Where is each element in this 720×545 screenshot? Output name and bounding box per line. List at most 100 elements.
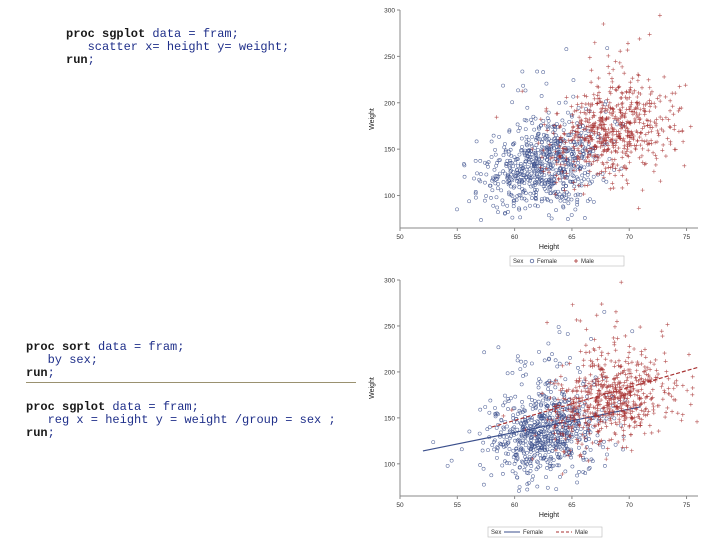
data-point: [498, 171, 502, 176]
data-point: [629, 360, 634, 365]
data-point: [571, 168, 576, 173]
data-point: [610, 125, 615, 130]
data-point: [592, 383, 597, 387]
data-point: [567, 361, 572, 366]
data-point: [600, 100, 605, 105]
data-point: [505, 180, 510, 184]
data-point: [511, 164, 516, 169]
data-point: [516, 437, 521, 442]
code-line: run;: [66, 54, 289, 67]
data-point: [590, 122, 595, 127]
data-point: [523, 463, 528, 468]
data-point: [603, 141, 608, 146]
data-point: [650, 395, 655, 400]
data-point: [554, 192, 558, 196]
data-point: [566, 407, 571, 412]
data-point: [646, 148, 651, 153]
data-point: [501, 83, 505, 88]
data-point: [665, 322, 670, 327]
data-point: [648, 123, 653, 128]
data-point: [603, 420, 608, 425]
data-point: [558, 166, 563, 171]
data-point: [578, 125, 583, 129]
data-point: [589, 457, 594, 462]
data-point: [606, 127, 611, 132]
data-point: [547, 185, 552, 190]
data-point: [544, 475, 548, 480]
data-point: [566, 162, 571, 167]
data-point: [528, 431, 532, 436]
data-point: [627, 371, 632, 376]
data-point: [493, 414, 498, 419]
data-point: [540, 391, 545, 396]
data-point: [506, 173, 510, 177]
data-point: [582, 171, 587, 175]
legend: Sex Female Male: [487, 526, 603, 538]
data-point: [540, 412, 544, 417]
data-point: [579, 118, 584, 123]
data-point: [619, 90, 624, 95]
data-point: [580, 442, 585, 447]
data-point: [597, 439, 602, 444]
data-point: [523, 175, 528, 180]
data-point: [665, 136, 670, 141]
data-point: [621, 428, 626, 433]
data-point: [647, 32, 652, 37]
data-point: [517, 488, 521, 493]
data-point: [555, 411, 560, 416]
data-point: [623, 111, 628, 116]
data-point: [628, 88, 633, 93]
data-point: [541, 169, 546, 174]
data-point: [557, 442, 562, 447]
data-point: [626, 154, 631, 159]
data-point: [616, 372, 621, 377]
female-fit-line: [422, 406, 641, 452]
data-point: [511, 142, 516, 147]
data-point: [675, 411, 680, 416]
data-point: [606, 396, 611, 401]
data-point: [515, 354, 520, 359]
data-point: [568, 396, 573, 401]
data-point: [516, 163, 520, 168]
data-point: [554, 208, 558, 212]
data-point: [591, 405, 596, 410]
data-point: [583, 343, 588, 348]
data-point: [563, 421, 568, 426]
data-point: [637, 416, 642, 421]
code-block-sort: proc sort data = fram; by sex; run;: [26, 341, 184, 380]
data-point: [584, 446, 589, 451]
data-point: [529, 117, 533, 122]
data-point: [506, 407, 510, 411]
data-point: [599, 372, 604, 377]
data-point: [571, 174, 576, 179]
data-point: [629, 150, 634, 155]
data-point: [478, 172, 483, 177]
data-point: [505, 397, 510, 401]
data-point: [575, 121, 580, 126]
data-point: [543, 439, 548, 444]
data-point: [560, 439, 565, 444]
data-point: [581, 192, 586, 197]
data-point: [588, 363, 593, 368]
data-point: [587, 108, 592, 113]
data-point: [597, 132, 602, 137]
data-point: [622, 114, 627, 119]
data-point: [499, 442, 503, 447]
data-point: [524, 118, 529, 123]
data-point: [526, 481, 531, 485]
data-point: [502, 145, 507, 150]
data-point: [593, 412, 598, 417]
data-point: [598, 136, 603, 141]
data-point: [548, 461, 553, 466]
data-point: [660, 381, 665, 386]
data-point: [587, 169, 592, 174]
data-point: [595, 403, 600, 408]
data-point: [473, 191, 478, 196]
data-point: [595, 406, 600, 411]
data-point: [557, 100, 562, 105]
data-point: [644, 372, 649, 377]
data-point: [648, 92, 653, 97]
data-point: [532, 191, 537, 196]
data-point: [545, 196, 549, 201]
data-point: [523, 455, 527, 459]
